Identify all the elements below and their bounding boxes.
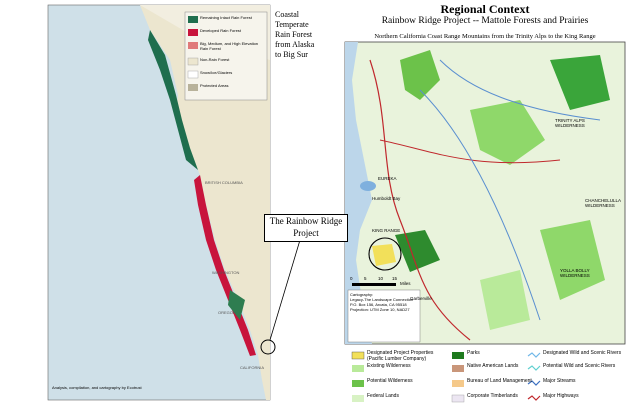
place-label: Humboldt Bay [372,196,401,201]
federal-land [480,270,530,330]
credit-box [347,289,421,343]
legend-swatch [352,380,364,387]
ocean [345,42,372,344]
legend-swatch [527,395,541,401]
legend-label: Non-Rain Forest [200,57,230,62]
region-label: WASHINGTON [212,270,240,275]
legend-label: Potential Wilderness [367,378,413,384]
legend-label: Protected Areas [200,83,229,88]
project-properties [372,244,396,266]
place-label: CHANCHELULLA WILDERNESS [585,198,621,208]
legend-label: Major Streams [543,378,576,384]
legend-label: Snow/Ice/Glaciers [200,70,233,75]
bay [360,181,376,191]
legend-label: Parks [467,350,480,356]
rain-forest-north [148,30,198,170]
legend-label: Major Highways [543,393,579,399]
scale-tick: 5 [364,276,367,281]
description: Northern California Coast Range Mountain… [374,33,596,40]
legend-swatch [452,352,464,359]
legend-label: Corporate Timberlands [467,393,518,399]
legend-swatch [352,395,364,402]
legend-swatch [188,16,198,23]
credit-line: Legacy-The Landscape Connection [350,297,414,302]
highway [379,139,561,164]
scale-unit: Miles [400,281,411,286]
legend-label: Existing Wilderness [367,363,411,369]
legend-label: Native American Lands [467,363,519,369]
rain-forest-patch [228,290,245,320]
rain-forest-south [194,175,256,356]
left-credit: Analysis, compilation, and cartography b… [52,385,142,390]
place-label: Garberville [410,296,432,301]
region-label: BRITISH COLUMBIA [205,180,243,185]
river [439,59,601,121]
legend-swatch [187,70,199,79]
wilderness [550,55,610,110]
legend-swatch [188,42,198,49]
legend-swatch [527,352,541,358]
region-label: OREGON [218,310,236,315]
credit-line: P.O. Box 156, Arcata, CA 95518 [350,302,407,307]
place-label: KING RANGE [372,228,401,233]
scale-tick: 15 [392,276,398,281]
legend-swatch [527,380,541,386]
subtitle: Rainbow Ridge Project -- Mattole Forests… [381,16,589,26]
legend-label: Potential Wild and Scenic Rivers [543,363,616,369]
legend-swatch [452,380,464,387]
credit-line: Cartography: [350,292,374,297]
scale-bar [352,283,396,286]
project-circle-left [260,339,276,355]
highway [369,59,471,341]
legend-swatch [527,365,541,371]
wilderness [470,100,545,165]
left-caption: Coastal Temperate Rain Forest from Alask… [275,10,315,59]
legend-label: Developed Rain Forest [200,28,241,33]
callout: The Rainbow Ridge Project [264,214,348,242]
legend-label: Bureau of Land Management [467,378,532,384]
wilderness [540,220,605,300]
title: Regional Context [440,2,530,16]
coast-land [48,5,270,400]
left-legend-box [184,11,268,101]
wilderness [400,50,440,100]
region-label: CALIFORNIA [240,365,265,370]
scale-tick: 10 [378,276,384,281]
legend-label: Big, Medium, and High Elevation Rain For… [200,41,259,51]
place-label: TRINITY ALPS WILDERNESS [555,118,585,128]
legend-swatch [451,394,465,403]
legend-label: Designated Wild and Scenic Rivers [543,350,622,356]
river [419,89,541,321]
callout-line [269,239,301,341]
credit-line: Projection: UTM Zone 10, NAD27 [350,307,410,312]
legend-swatch [352,365,364,372]
credits: Cartography: Legacy-The Landscape Connect… [350,292,420,312]
project-circle-right [368,237,402,271]
legend-swatch [187,57,199,66]
place-label: YOLLA BOLLY WILDERNESS [560,268,590,278]
legend-label: Federal Lands [367,393,399,399]
scale-tick: 0 [350,276,353,281]
legend-swatch [351,351,365,360]
legend-swatch [188,29,198,36]
legend-label: Designated Project Properties (Pacific L… [367,350,434,362]
legend-label: Remaining Intact Rain Forest [200,15,252,20]
legend-swatch [452,365,464,372]
parks [395,230,440,272]
place-label: EUREKA [378,176,397,181]
legend-swatch [188,84,198,91]
